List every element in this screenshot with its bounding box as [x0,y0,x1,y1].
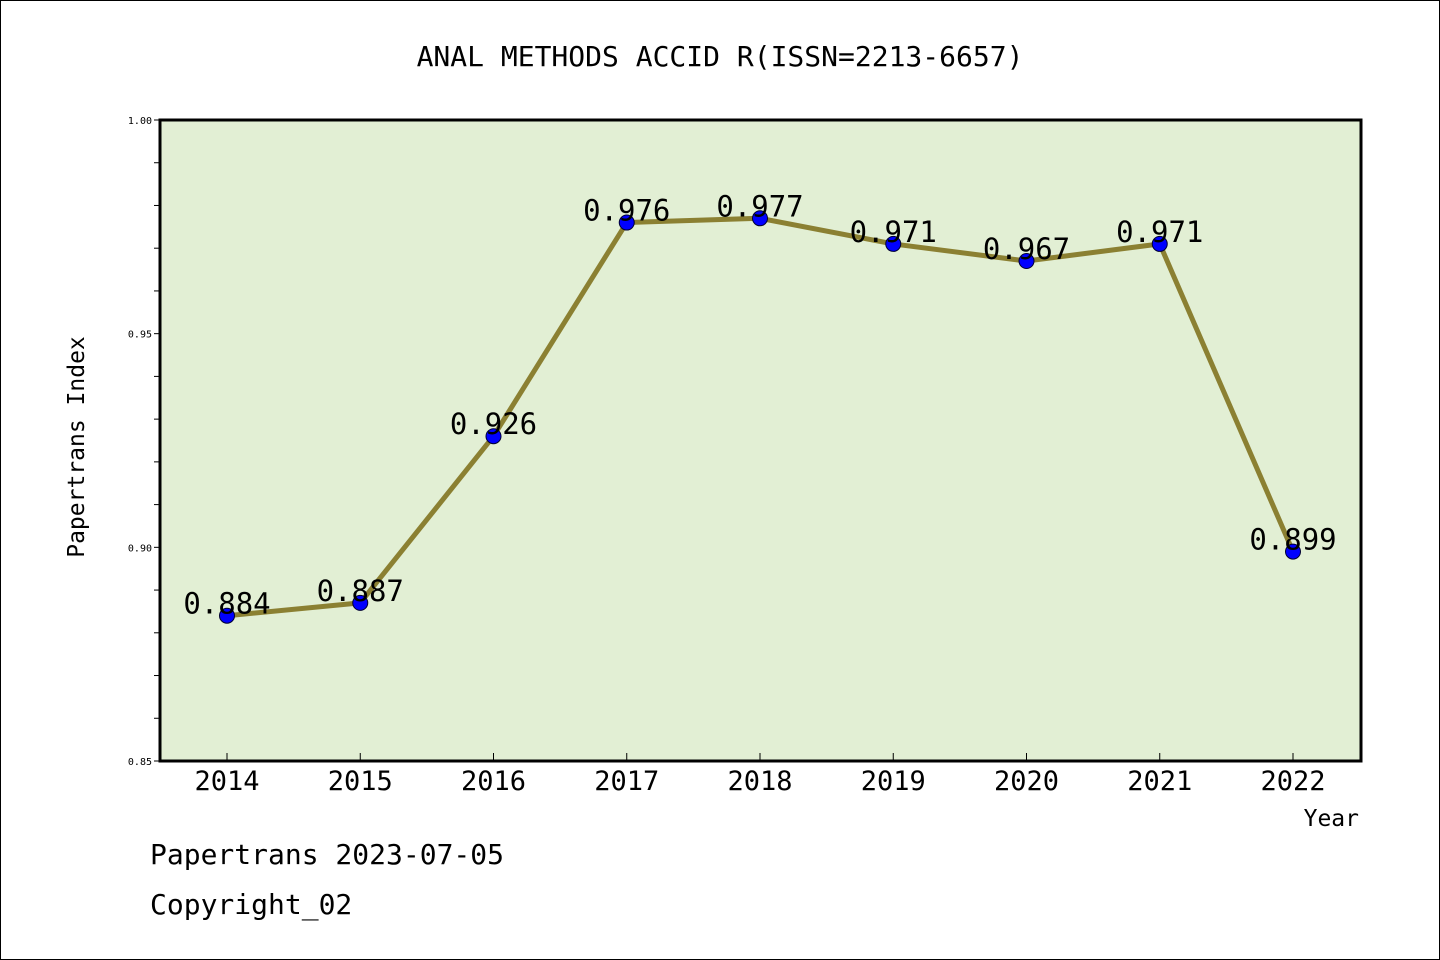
data-label: 0.977 [716,189,803,223]
y-axis-label: Papertrans Index [64,336,90,558]
footer-date: Papertrans 2023-07-05 [150,838,504,871]
data-label: 0.887 [317,574,404,608]
series-markers [219,210,1301,624]
y-axis: 0.85 0.90 0.95 1.00 [128,116,160,768]
data-point [752,210,768,227]
data-label: 0.971 [850,215,937,249]
x-axis-label: Year [1304,806,1359,832]
data-label: 0.899 [1249,523,1336,557]
data-label: 0.976 [583,194,670,228]
y-tick-label: 0.95 [128,330,152,341]
data-point [219,607,235,624]
x-tick-label: 2020 [994,766,1059,797]
data-point [352,594,369,611]
x-tick-label: 2014 [194,766,259,797]
data-label: 0.971 [1116,215,1203,249]
data-point [885,235,902,252]
y-tick-label: 0.90 [128,543,152,554]
x-tick-label: 2015 [328,766,393,797]
data-point [1285,543,1301,560]
data-label: 0.967 [983,232,1070,266]
plot-area [158,118,1363,763]
data-label: 0.884 [183,587,270,621]
x-axis: 2014 2015 2016 2017 2018 2019 2020 2021 2022 [194,753,1326,797]
data-label: 0.926 [450,407,537,441]
x-tick-label: 2022 [1260,766,1325,797]
footer-copyright: Copyright_02 [150,888,352,922]
chart-title: ANAL METHODS ACCID R(ISSN=2213-6657) [417,40,1024,73]
data-point [485,428,502,445]
y-tick-label: 0.85 [128,757,152,768]
y-tick-label: 1.00 [128,116,152,127]
data-point [1151,235,1168,252]
x-tick-label: 2017 [594,766,659,797]
x-tick-label: 2016 [461,766,526,797]
x-tick-label: 2018 [727,766,792,797]
data-point [618,214,635,231]
data-point [1018,253,1035,270]
x-tick-label: 2021 [1127,766,1192,797]
x-tick-label: 2019 [861,766,926,797]
data-labels: 0.884 0.887 0.926 0.976 0.977 0.971 0.967 0.971… [183,189,1336,620]
